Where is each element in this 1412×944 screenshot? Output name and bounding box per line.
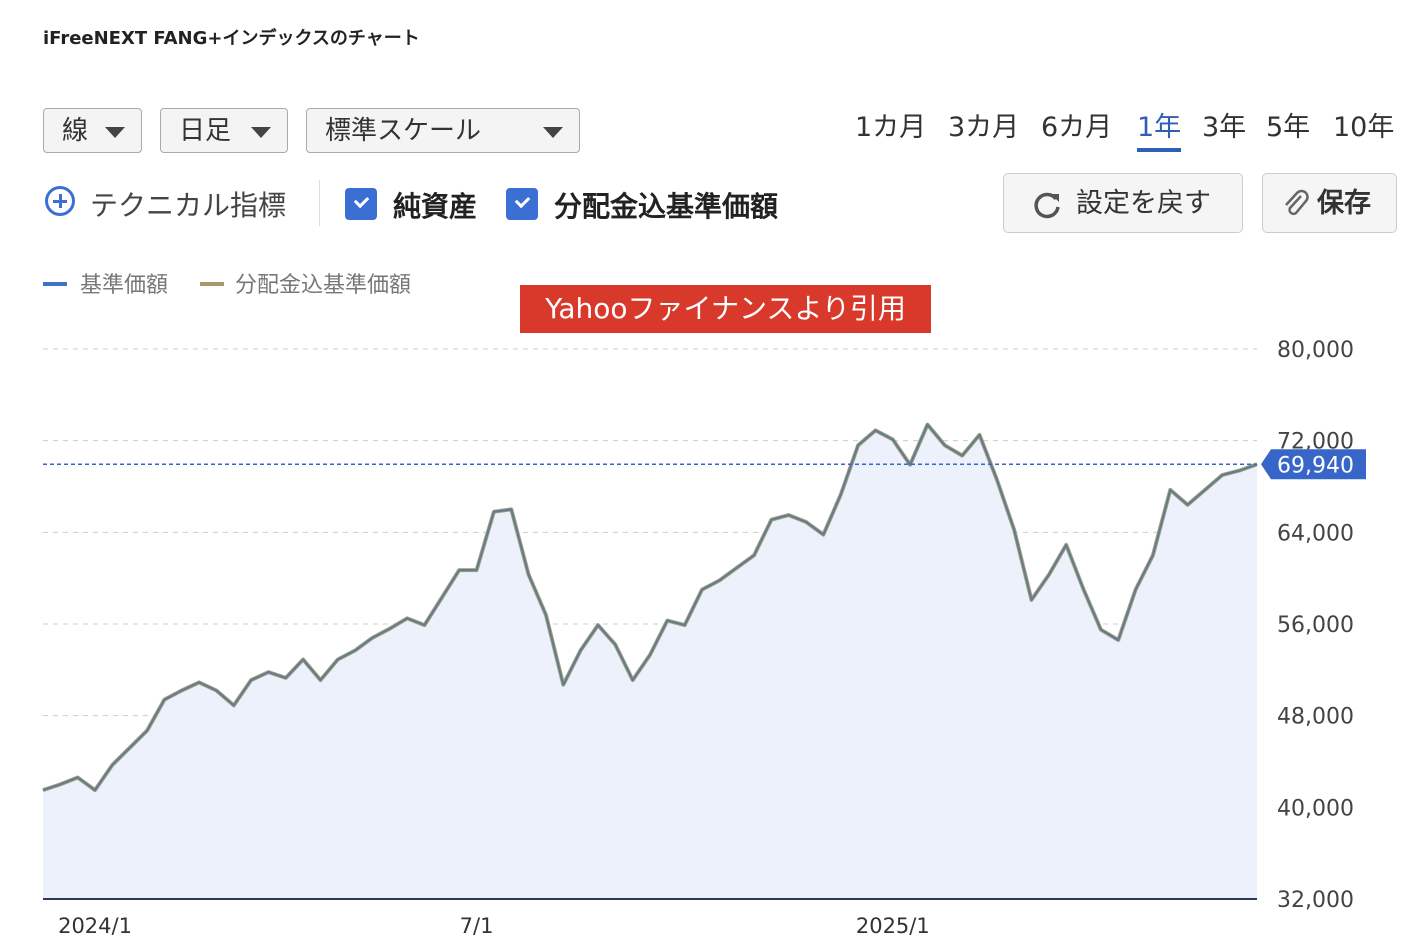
checkbox[interactable]: [506, 188, 538, 220]
plus-icon[interactable]: [45, 186, 75, 216]
current-tag: [1261, 449, 1366, 480]
x-tick-label: 2025/1: [856, 914, 930, 938]
range-tab[interactable]: 1年: [1137, 108, 1182, 152]
scale-dropdown[interactable]: 標準スケール: [306, 108, 580, 153]
checkbox-label[interactable]: 分配金込基準価額: [554, 190, 779, 223]
button-label: 設定を戻す: [1076, 188, 1211, 219]
y-tick-label: 32,000: [1277, 888, 1354, 913]
y-tick-label: 80,000: [1277, 338, 1354, 363]
button-label: 保存: [1317, 188, 1371, 219]
range-tab[interactable]: 1カ月: [855, 112, 927, 143]
page-title: iFreeNEXT FANG+インデックスのチャート: [43, 28, 420, 49]
y-tick-label: 48,000: [1277, 705, 1354, 730]
legend-label: 基準価額: [80, 273, 168, 298]
y-tick-label: 64,000: [1277, 521, 1354, 546]
checkbox-label[interactable]: 純資産: [393, 190, 478, 223]
checkbox[interactable]: [345, 188, 377, 220]
y-tick-label: 40,000: [1277, 796, 1354, 821]
x-tick-label: 2024/1: [58, 914, 132, 938]
y-tick-label: 56,000: [1277, 613, 1354, 638]
range-tab[interactable]: 6カ月: [1041, 112, 1113, 143]
range-tab[interactable]: 5年: [1266, 112, 1311, 143]
range-tab[interactable]: 10年: [1333, 112, 1395, 143]
area: [43, 424, 1257, 899]
range-tab[interactable]: 3カ月: [948, 112, 1020, 143]
source-banner: Yahooファイナンスより引用: [520, 285, 931, 333]
technical-link[interactable]: テクニカル指標: [90, 189, 287, 222]
series-line: [42, 423, 1258, 792]
legend-label: 分配金込基準価額: [235, 273, 411, 298]
save-button[interactable]: 保存: [1262, 173, 1397, 233]
reset-icon: [1034, 192, 1060, 219]
clip-icon: [1285, 189, 1309, 216]
interval-dropdown[interactable]: 日足: [160, 108, 288, 153]
reset-button[interactable]: 設定を戻す: [1003, 173, 1243, 233]
type-dropdown[interactable]: 線: [43, 108, 142, 153]
range-tab[interactable]: 3年: [1202, 112, 1247, 143]
current-label: 69,940: [1277, 453, 1354, 478]
x-tick-label: 7/1: [460, 914, 494, 938]
separator: [319, 180, 320, 226]
